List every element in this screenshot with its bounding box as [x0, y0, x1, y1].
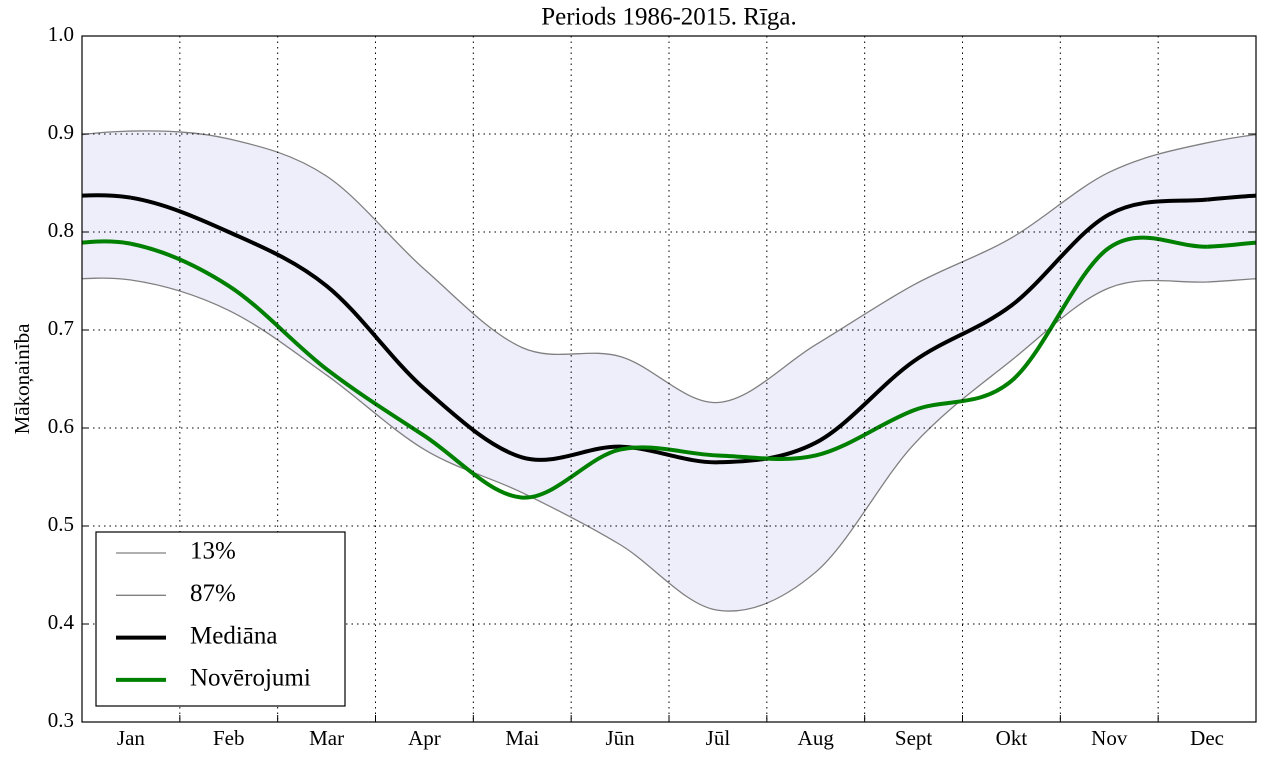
x-tick-label: Okt: [996, 726, 1028, 750]
legend: 13% 87% Mediāna Novērojumi: [95, 531, 346, 707]
y-tick-label: 0.7: [48, 316, 74, 340]
y-axis-label: Mākoņainība: [10, 323, 34, 434]
y-tick-label: 0.5: [48, 512, 74, 536]
x-tick-label: Sept: [895, 726, 933, 750]
chart-title: Periods 1986-2015. Rīga.: [541, 4, 797, 31]
line-edge: [1207, 240, 1256, 249]
y-tick-label: 1.0: [48, 22, 74, 46]
y-tick-label: 0.9: [48, 120, 74, 144]
legend-label: Novērojumi: [190, 665, 311, 692]
x-tick-label: Jan: [117, 726, 145, 750]
x-tick-label: Aug: [798, 726, 835, 750]
plot-frame: [81, 35, 1257, 723]
x-tick-label: Feb: [213, 726, 245, 750]
legend-label: Mediāna: [190, 622, 277, 649]
series-line: [130, 130, 1208, 404]
legend-box: [95, 531, 346, 707]
x-tick-label: Apr: [408, 726, 441, 750]
y-tick-label: 0.6: [48, 414, 74, 438]
x-tick-label: Jūn: [605, 726, 635, 750]
y-tick-label: 0.8: [48, 218, 74, 242]
x-tick-label: Jūl: [706, 726, 731, 750]
line-edge: [1206, 193, 1256, 202]
legend-label: 87%: [190, 580, 236, 607]
x-tick-label: Dec: [1190, 726, 1224, 750]
series-line: [130, 279, 1208, 612]
legend-label: 13%: [190, 538, 236, 565]
x-tick-label: Mai: [505, 726, 539, 750]
y-tick-label: 0.4: [48, 610, 75, 634]
x-tick-label: Nov: [1091, 726, 1128, 750]
line-edge: [1207, 278, 1256, 283]
y-tick-label: 0.3: [48, 708, 74, 732]
x-tick-label: Mar: [309, 726, 344, 750]
line-edge: [1206, 133, 1256, 144]
